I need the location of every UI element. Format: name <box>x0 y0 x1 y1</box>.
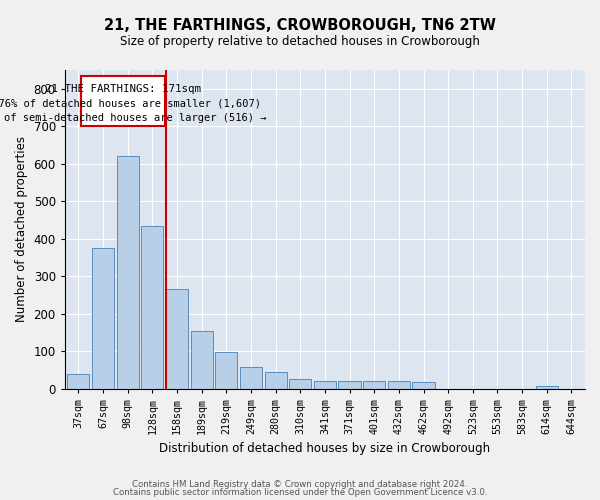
Bar <box>338 381 361 388</box>
X-axis label: Distribution of detached houses by size in Crowborough: Distribution of detached houses by size … <box>160 442 490 455</box>
Text: 21 THE FARTHINGS: 171sqm: 21 THE FARTHINGS: 171sqm <box>45 84 201 94</box>
Bar <box>215 352 238 389</box>
Text: Size of property relative to detached houses in Crowborough: Size of property relative to detached ho… <box>120 35 480 48</box>
Bar <box>67 374 89 388</box>
Bar <box>166 290 188 388</box>
Bar <box>536 386 558 388</box>
Text: Contains HM Land Registry data © Crown copyright and database right 2024.: Contains HM Land Registry data © Crown c… <box>132 480 468 489</box>
Bar <box>265 372 287 388</box>
Bar <box>289 380 311 388</box>
Text: Contains public sector information licensed under the Open Government Licence v3: Contains public sector information licen… <box>113 488 487 497</box>
Bar <box>412 382 434 388</box>
Bar <box>116 156 139 388</box>
Text: 21, THE FARTHINGS, CROWBOROUGH, TN6 2TW: 21, THE FARTHINGS, CROWBOROUGH, TN6 2TW <box>104 18 496 32</box>
Bar <box>314 381 336 388</box>
Bar <box>92 248 114 388</box>
Bar <box>141 226 163 388</box>
Y-axis label: Number of detached properties: Number of detached properties <box>15 136 28 322</box>
Bar <box>388 381 410 388</box>
Text: 24% of semi-detached houses are larger (516) →: 24% of semi-detached houses are larger (… <box>0 113 267 123</box>
FancyBboxPatch shape <box>82 76 164 126</box>
Bar <box>240 367 262 388</box>
Bar <box>191 330 213 388</box>
Bar <box>363 381 385 388</box>
Text: ← 76% of detached houses are smaller (1,607): ← 76% of detached houses are smaller (1,… <box>0 98 260 108</box>
